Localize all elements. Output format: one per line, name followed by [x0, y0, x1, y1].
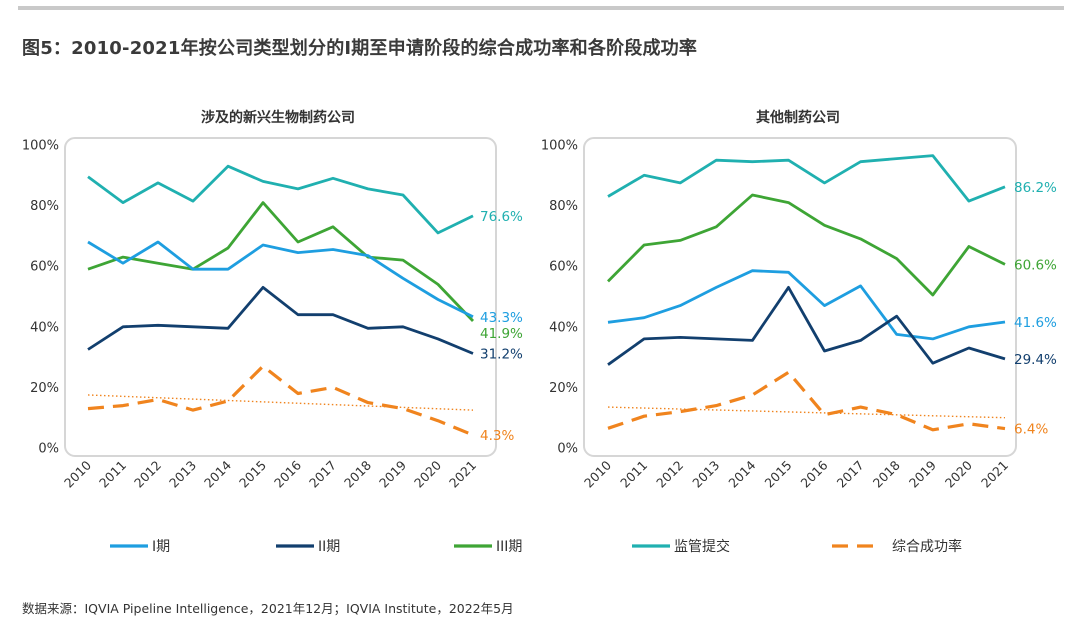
legend-item-phase3: III期 — [454, 539, 522, 555]
y-tick-label: 100% — [541, 139, 578, 154]
x-tick-label: 2014 — [725, 457, 758, 490]
x-tick-label: 2010 — [61, 457, 94, 490]
end-value-label: 29.4% — [1014, 352, 1057, 368]
x-tick-label: 2013 — [166, 458, 199, 491]
end-value-label: 4.3% — [480, 428, 514, 444]
source-note: 数据来源：IQVIA Pipeline Intelligence，2021年12… — [22, 601, 514, 616]
x-tick-label: 2017 — [306, 458, 339, 491]
y-tick-label: 0% — [38, 442, 59, 457]
end-value-label: 31.2% — [480, 346, 523, 362]
legend-item-phase1: I期 — [110, 539, 170, 555]
y-tick-label: 0% — [557, 442, 578, 457]
series-line-phase1 — [87, 240, 474, 319]
series-line-composite — [607, 370, 1006, 432]
legend-item-phase2: II期 — [276, 539, 340, 555]
y-tick-label: 100% — [22, 139, 59, 154]
x-tick-label: 2021 — [978, 458, 1011, 491]
y-tick-label: 60% — [549, 260, 578, 275]
legend-label: 监管提交 — [674, 538, 730, 555]
x-tick-label: 2020 — [411, 457, 444, 490]
end-value-label: 41.6% — [1014, 315, 1057, 331]
series-line-composite — [87, 364, 474, 437]
end-value-label: 6.4% — [1014, 422, 1048, 438]
x-tick-label: 2016 — [798, 457, 831, 490]
y-tick-label: 40% — [30, 320, 59, 335]
plot-frame — [64, 137, 497, 457]
plot-frame — [583, 137, 1017, 457]
legend-label: 综合成功率 — [892, 538, 962, 555]
chart-subtitle: 涉及的新兴生物制药公司 — [201, 109, 355, 126]
x-tick-label: 2014 — [201, 457, 234, 490]
x-tick-label: 2018 — [341, 457, 374, 490]
x-tick-label: 2019 — [376, 457, 409, 490]
legend-label: III期 — [496, 539, 522, 555]
series-line-phase3 — [87, 201, 475, 322]
figure-title: 图5：2010-2021年按公司类型划分的I期至申请阶段的综合成功率和各阶段成功… — [22, 38, 698, 59]
series-line-filing — [87, 164, 474, 235]
series-line-phase3 — [607, 193, 1006, 297]
composite-trendline — [87, 394, 474, 411]
series-line-phase1 — [607, 269, 1006, 341]
y-tick-label: 40% — [549, 320, 578, 335]
chart-panel-2: 其他制药公司 0% 20% 40% 60% 80% 100% 2010 2011 2012 2013… — [541, 109, 1057, 491]
x-tick-label: 2010 — [581, 457, 614, 490]
series-line-filing — [607, 154, 1006, 203]
x-tick-label: 2019 — [906, 457, 939, 490]
x-tick-label: 2013 — [689, 458, 722, 491]
end-value-label: 76.6% — [480, 209, 523, 225]
y-tick-label: 20% — [549, 381, 578, 396]
x-tick-label: 2020 — [942, 457, 975, 490]
x-tick-label: 2021 — [446, 458, 479, 491]
x-tick-label: 2016 — [271, 457, 304, 490]
legend: I期 II期 III期 监管提交 综合成功率 — [110, 538, 962, 555]
x-tick-label: 2012 — [131, 458, 164, 491]
y-tick-label: 80% — [549, 199, 578, 214]
x-tick-label: 2011 — [617, 458, 650, 491]
y-tick-label: 80% — [30, 199, 59, 214]
legend-item-filing: 监管提交 — [632, 538, 730, 555]
legend-item-composite: 综合成功率 — [832, 538, 962, 555]
y-tick-label: 20% — [30, 381, 59, 396]
legend-label: II期 — [318, 539, 340, 555]
x-tick-label: 2011 — [96, 458, 129, 491]
end-value-label: 43.3% — [480, 310, 523, 326]
chart-subtitle: 其他制药公司 — [756, 109, 840, 126]
y-tick-label: 60% — [30, 260, 59, 275]
end-value-label: 86.2% — [1014, 180, 1057, 196]
x-tick-label: 2018 — [870, 457, 903, 490]
legend-label: I期 — [152, 539, 170, 555]
top-divider — [18, 6, 1064, 10]
end-value-label: 60.6% — [1014, 257, 1057, 273]
x-tick-label: 2015 — [761, 458, 794, 491]
series-line-phase2 — [607, 285, 1006, 366]
x-tick-label: 2015 — [236, 458, 269, 491]
series-line-phase2 — [87, 285, 474, 355]
x-tick-label: 2012 — [653, 458, 686, 491]
x-tick-label: 2017 — [834, 458, 867, 491]
end-value-label: 41.9% — [480, 326, 523, 342]
